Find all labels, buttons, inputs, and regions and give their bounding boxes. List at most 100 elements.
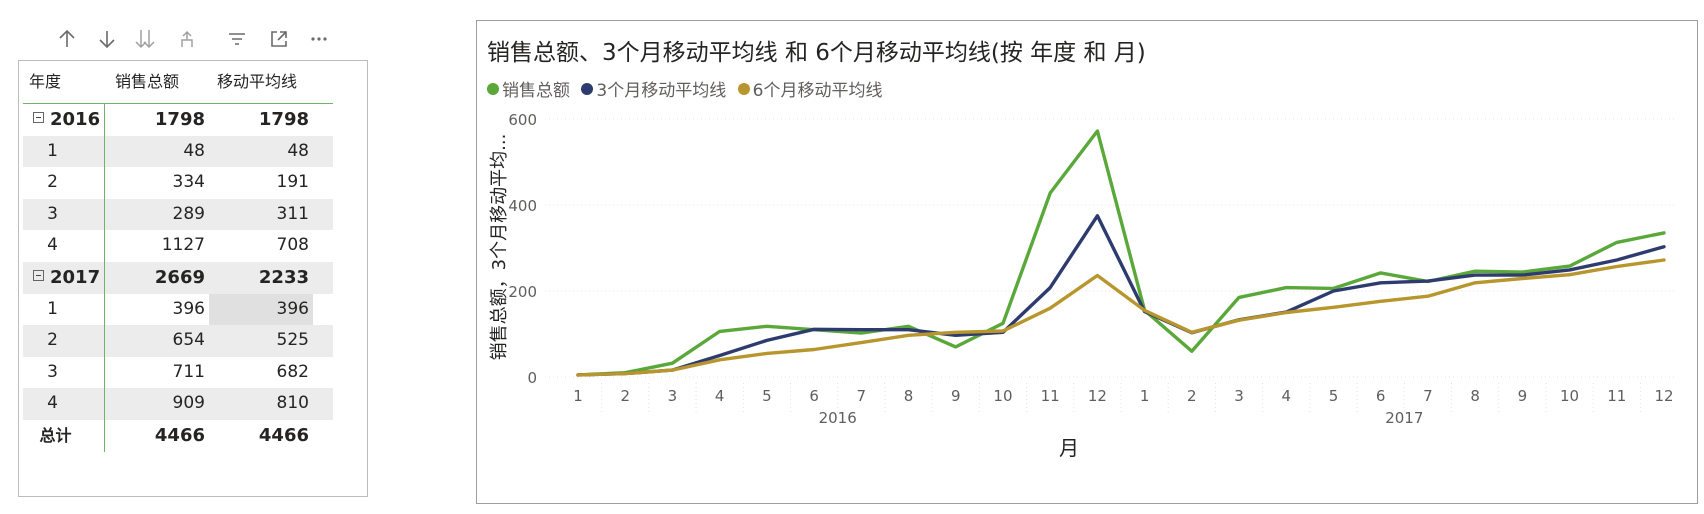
x-group-label: 2016 bbox=[819, 409, 857, 427]
year-row-2016: 2016 1798 1798 bbox=[23, 104, 333, 136]
legend-dot-ma3 bbox=[581, 82, 594, 95]
x-tick-label: 5 bbox=[762, 387, 772, 405]
legend-item-ma6[interactable]: 6个月移动平均线 bbox=[737, 76, 883, 101]
table-row: 3 289 311 bbox=[23, 198, 333, 231]
table-row: 4 1127 708 bbox=[23, 230, 333, 262]
x-tick-label: 6 bbox=[809, 387, 819, 405]
x-tick-label: 9 bbox=[1518, 387, 1528, 405]
x-tick-label: 12 bbox=[1654, 387, 1673, 405]
year-label: 2016 bbox=[50, 109, 101, 130]
x-tick-label: 3 bbox=[668, 387, 678, 405]
x-tick-label: 10 bbox=[993, 387, 1012, 405]
matrix-visual[interactable]: 年度 销售总额 移动平均线 2016 1798 1798 1 48 48 2 3… bbox=[18, 60, 368, 497]
x-tick-label: 3 bbox=[1234, 387, 1244, 405]
x-tick-label: 4 bbox=[715, 387, 725, 405]
series-line-2 bbox=[576, 214, 1666, 377]
legend-item-ma3[interactable]: 3个月移动平均线 bbox=[581, 76, 726, 101]
quarter-ma: 708 bbox=[276, 235, 309, 256]
table-row: 2 334 191 bbox=[23, 167, 333, 199]
table-row: 4 909 810 bbox=[23, 388, 333, 420]
chart-legend: 销售总额 3个月移动平均线 6个月移动平均线 bbox=[487, 76, 888, 101]
x-tick-label: 5 bbox=[1329, 387, 1339, 405]
quarter-label: 4 bbox=[23, 230, 105, 262]
y-tick-label: 400 bbox=[508, 197, 537, 215]
x-tick-label: 7 bbox=[1423, 387, 1433, 405]
quarter-sales: 48 bbox=[183, 140, 205, 161]
header-year[interactable]: 年度 bbox=[29, 72, 62, 91]
line-chart-visual[interactable]: 销售总额、3个月移动平均线 和 6个月移动平均线(按 年度 和 月) 销售总额 … bbox=[476, 20, 1698, 504]
collapse-icon[interactable] bbox=[33, 269, 44, 281]
quarter-ma: 682 bbox=[276, 361, 309, 382]
quarter-label: 3 bbox=[23, 356, 105, 389]
quarter-ma: 191 bbox=[276, 172, 309, 193]
x-tick-label: 1 bbox=[573, 387, 583, 405]
quarter-sales: 654 bbox=[172, 330, 205, 351]
quarter-label: 1 bbox=[23, 135, 105, 168]
total-label: 总计 bbox=[23, 419, 105, 452]
table-visual-toolbar bbox=[56, 28, 366, 52]
y-tick-label: 600 bbox=[508, 111, 537, 129]
quarter-sales: 396 bbox=[172, 298, 205, 319]
year-sales: 2669 bbox=[154, 266, 205, 288]
x-tick-label: 1 bbox=[1140, 387, 1150, 405]
arrow-down-icon[interactable] bbox=[96, 28, 122, 52]
series-line-3 bbox=[576, 258, 1666, 377]
matrix-table: 年度 销售总额 移动平均线 2016 1798 1798 1 48 48 2 3… bbox=[23, 61, 333, 452]
quarter-ma: 48 bbox=[287, 140, 309, 161]
matrix-header-row: 年度 销售总额 移动平均线 bbox=[23, 61, 333, 104]
legend-dot-sales bbox=[487, 82, 499, 95]
x-tick-label: 9 bbox=[951, 387, 961, 405]
quarter-sales: 711 bbox=[172, 361, 205, 382]
x-tick-label: 4 bbox=[1281, 387, 1291, 405]
x-tick-label: 6 bbox=[1376, 387, 1386, 405]
x-tick-label: 8 bbox=[1470, 387, 1480, 405]
legend-label: 6个月移动平均线 bbox=[752, 81, 883, 101]
chart-title: 销售总额、3个月移动平均线 和 6个月移动平均线(按 年度 和 月) bbox=[487, 40, 1146, 66]
expand-hierarchy-icon[interactable] bbox=[176, 28, 202, 52]
x-group-label: 2017 bbox=[1385, 409, 1423, 427]
quarter-label: 1 bbox=[23, 293, 105, 326]
quarter-label: 2 bbox=[23, 325, 105, 357]
y-axis-title: 销售总额，3个月移动平均... bbox=[489, 134, 510, 361]
more-options-icon[interactable] bbox=[308, 28, 334, 52]
quarter-sales: 909 bbox=[172, 393, 205, 414]
x-tick-label: 11 bbox=[1607, 387, 1626, 405]
quarter-label: 2 bbox=[23, 167, 105, 199]
filter-icon[interactable] bbox=[226, 28, 252, 52]
x-tick-label: 12 bbox=[1088, 387, 1107, 405]
y-tick-label: 0 bbox=[527, 369, 537, 387]
quarter-sales: 334 bbox=[172, 172, 205, 193]
total-sales: 4466 bbox=[154, 424, 205, 446]
total-ma: 4466 bbox=[258, 424, 309, 446]
quarter-ma: 311 bbox=[276, 203, 309, 224]
double-arrow-down-icon[interactable] bbox=[134, 28, 160, 52]
year-ma: 2233 bbox=[258, 266, 309, 288]
legend-dot-ma6 bbox=[737, 82, 750, 95]
total-row: 总计 4466 4466 bbox=[23, 419, 333, 452]
year-row-2017: 2017 2669 2233 bbox=[23, 261, 333, 294]
table-row: 1 396 396 bbox=[23, 293, 333, 326]
quarter-ma: 810 bbox=[276, 393, 309, 414]
x-tick-label: 2 bbox=[1187, 387, 1197, 405]
y-tick-label: 200 bbox=[508, 283, 537, 301]
focus-mode-icon[interactable] bbox=[268, 28, 294, 52]
x-tick-label: 8 bbox=[904, 387, 914, 405]
table-row: 3 711 682 bbox=[23, 356, 333, 389]
x-axis-title: 月 bbox=[1059, 436, 1079, 460]
arrow-up-icon[interactable] bbox=[56, 28, 82, 52]
quarter-sales: 1127 bbox=[161, 235, 205, 256]
header-sales[interactable]: 销售总额 bbox=[115, 72, 180, 91]
legend-item-sales[interactable]: 销售总额 bbox=[487, 76, 570, 101]
collapse-icon[interactable] bbox=[33, 112, 44, 123]
year-label: 2017 bbox=[50, 266, 101, 288]
header-moving-average[interactable]: 移动平均线 bbox=[217, 72, 298, 91]
table-row: 2 654 525 bbox=[23, 325, 333, 357]
x-tick-label: 11 bbox=[1041, 387, 1060, 405]
quarter-label: 3 bbox=[23, 198, 105, 231]
legend-label: 3个月移动平均线 bbox=[596, 81, 727, 101]
quarter-label: 4 bbox=[23, 388, 105, 420]
quarter-sales: 289 bbox=[172, 203, 205, 224]
year-ma: 1798 bbox=[258, 109, 309, 130]
quarter-ma: 396 bbox=[209, 293, 313, 326]
